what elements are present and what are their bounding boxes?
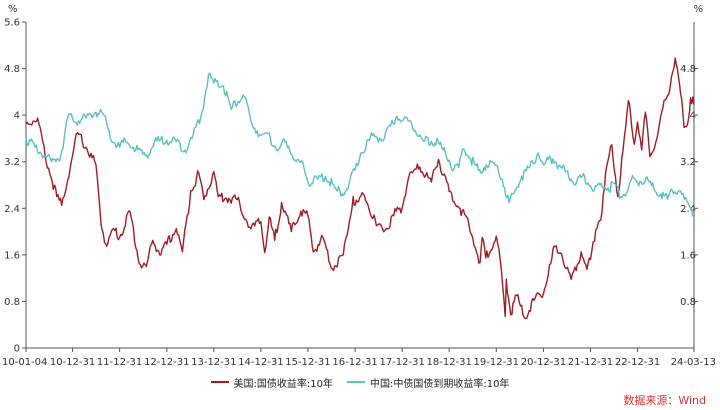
chart-legend: 美国:国债收益率:10年 中国:中债国债到期收益率:10年: [0, 374, 720, 390]
y-axis-left: 5.6 4.8 4 3.2 2.4 1.6 0.8 0: [4, 18, 26, 355]
legend-item-cn-10y: 中国:中债国债到期收益率:10年: [347, 374, 509, 390]
x-tick-label: 15-12-31: [285, 357, 330, 368]
x-tick-label: 14-12-31: [238, 357, 283, 368]
x-tick-label: 17-12-31: [379, 357, 424, 368]
series-layer: [25, 57, 695, 319]
y-tick-label-left: 5.6: [4, 18, 20, 29]
series-line-us-10y: [25, 57, 695, 319]
legend-item-us-10y: 美国:国债收益率:10年: [210, 374, 333, 390]
x-tick-label: 20-12-31: [521, 357, 566, 368]
y-tick-label-right: 0.8: [680, 297, 696, 308]
y-axis-right-unit: %: [693, 4, 703, 15]
y-tick-label-right: 4.8: [680, 64, 696, 75]
y-tick-label-left: 0.8: [4, 297, 20, 308]
x-tick-label: 16-12-31: [332, 357, 377, 368]
y-tick-label-left: 4.8: [4, 64, 20, 75]
y-axis-left-unit: %: [8, 4, 18, 15]
data-source-note: 数据来源：Wind: [623, 394, 706, 407]
x-tick-label: 10-12-31: [50, 357, 95, 368]
y-tick-label-left: 2.4: [4, 204, 20, 215]
x-tick-label: 24-03-13: [671, 357, 716, 368]
x-tick-label: 11-12-31: [97, 357, 142, 368]
x-axis: 10-01-04 10-12-31 11-12-31 12-12-31 13-12-31…: [2, 348, 716, 368]
y-axis-right: 4.8 4 3.2 2.4 1.6 0.8: [680, 64, 698, 308]
x-tick-label: 12-12-31: [144, 357, 189, 368]
y-tick-label-left: 1.6: [4, 250, 20, 261]
x-tick-label: 21-12-31: [568, 357, 613, 368]
x-tick-label: 18-12-31: [427, 357, 472, 368]
x-tick-label: 10-01-04: [2, 357, 47, 368]
y-tick-label-right: 2.4: [680, 204, 696, 215]
y-tick-label-left: 0: [14, 344, 20, 355]
chart-frame: [25, 22, 695, 349]
x-tick-label: 22-12-31: [615, 357, 660, 368]
x-tick-label: 13-12-31: [191, 357, 236, 368]
y-tick-label-right: 3.2: [680, 157, 696, 168]
y-tick-label-left: 3.2: [4, 157, 20, 168]
legend-swatch-us-10y: [210, 381, 229, 383]
y-tick-label-right: 1.6: [680, 250, 696, 261]
legend-label-us-10y: 美国:国债收益率:10年: [233, 378, 333, 390]
legend-swatch-cn-10y: [347, 381, 365, 383]
y-tick-label-left: 4: [14, 111, 20, 122]
y-tick-label-right: 4: [690, 111, 696, 122]
x-tick-label: 19-12-31: [474, 357, 519, 368]
series-line-cn-10y: [25, 72, 695, 217]
legend-label-cn-10y: 中国:中债国债到期收益率:10年: [370, 378, 510, 390]
